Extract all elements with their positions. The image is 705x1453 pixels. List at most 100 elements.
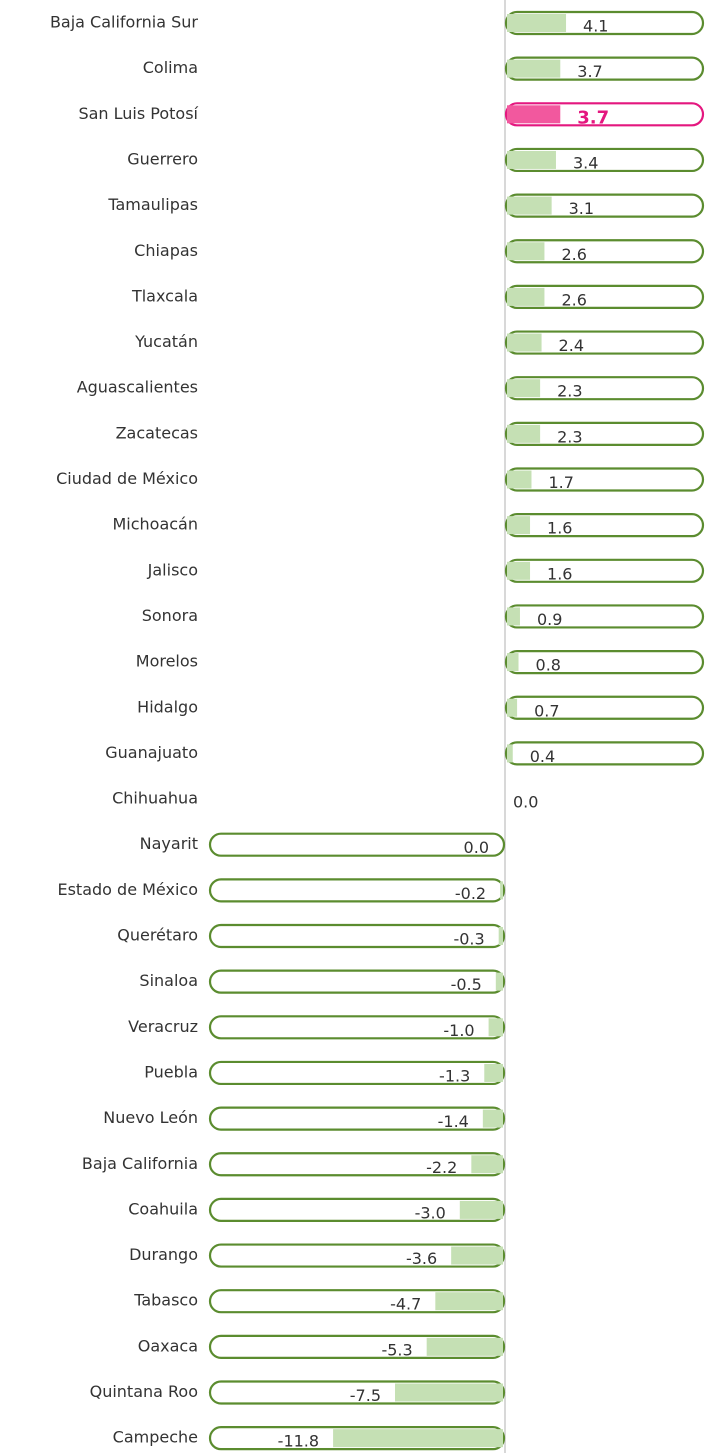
bar-track xyxy=(504,239,705,264)
value-label: -1.4 xyxy=(438,1112,469,1131)
bar-track xyxy=(504,10,705,36)
category-label: Tabasco xyxy=(133,1291,198,1310)
category-label: Michoacán xyxy=(112,515,198,534)
bar-track xyxy=(504,513,705,538)
value-label: 3.7 xyxy=(577,107,609,128)
bar-track xyxy=(504,421,705,446)
category-label: Yucatán xyxy=(134,332,198,351)
bar xyxy=(507,516,531,535)
bar xyxy=(507,105,561,124)
value-label: 2.3 xyxy=(557,427,582,446)
bar-track xyxy=(208,1015,506,1040)
category-label: Aguascalientes xyxy=(77,378,198,397)
value-label: -3.0 xyxy=(415,1203,446,1222)
bar-track xyxy=(208,923,506,949)
value-label: -7.5 xyxy=(350,1386,381,1405)
bar-track xyxy=(504,102,705,127)
bar xyxy=(395,1383,503,1402)
bar xyxy=(507,698,518,717)
bar-track xyxy=(208,969,506,994)
category-label: Durango xyxy=(129,1245,198,1264)
category-label: Nayarit xyxy=(140,834,198,853)
category-label: Tamaulipas xyxy=(107,195,198,214)
bar xyxy=(507,242,545,261)
value-label: 3.4 xyxy=(573,153,598,172)
value-label: 2.3 xyxy=(557,382,582,401)
bar-track xyxy=(208,1334,506,1359)
category-label: Estado de México xyxy=(57,880,198,899)
bar xyxy=(507,470,532,489)
bar-track xyxy=(504,604,705,629)
bar xyxy=(507,744,513,763)
bar-track xyxy=(504,695,705,720)
value-label: 1.7 xyxy=(548,473,573,492)
bar-track xyxy=(208,1197,506,1223)
bar xyxy=(498,927,503,945)
bar xyxy=(507,196,552,215)
value-label: 2.4 xyxy=(559,336,584,355)
bar xyxy=(482,1109,503,1128)
category-label: Zacatecas xyxy=(116,423,198,442)
bar xyxy=(495,972,503,991)
bar xyxy=(333,1429,503,1448)
category-label: Coahuila xyxy=(128,1199,198,1218)
bar-track xyxy=(208,1106,506,1131)
category-label: Quintana Roo xyxy=(90,1382,198,1401)
value-label: -4.7 xyxy=(390,1295,421,1314)
bar-track xyxy=(504,467,705,492)
value-label: 0.7 xyxy=(534,701,559,720)
bar xyxy=(507,424,541,443)
value-label: -0.2 xyxy=(455,884,486,903)
bar-track xyxy=(504,558,705,583)
category-label: Chiapas xyxy=(134,241,198,260)
bar-track xyxy=(208,1152,506,1177)
bar xyxy=(500,881,503,900)
bar-track xyxy=(208,878,506,903)
bar xyxy=(507,607,520,626)
value-label: -1.0 xyxy=(443,1021,474,1040)
category-label: San Luis Potosí xyxy=(78,104,198,123)
bar xyxy=(488,1018,503,1037)
value-label: -3.6 xyxy=(406,1249,437,1268)
bar-track xyxy=(504,649,705,675)
category-label: Guerrero xyxy=(127,149,198,168)
bar xyxy=(507,59,561,78)
bar xyxy=(451,1246,503,1265)
bar xyxy=(507,653,519,672)
bar xyxy=(507,333,542,352)
bar-track xyxy=(504,376,705,401)
bar xyxy=(484,1063,503,1082)
bar-track xyxy=(504,330,705,355)
category-label: Colima xyxy=(143,58,198,77)
bar xyxy=(471,1155,503,1174)
value-label: 0.0 xyxy=(464,838,489,857)
value-label: -5.3 xyxy=(381,1340,412,1359)
value-label: 2.6 xyxy=(561,290,586,309)
value-label: 2.6 xyxy=(561,245,586,264)
bar-track xyxy=(504,147,705,173)
value-label: -0.5 xyxy=(451,975,482,994)
value-label: 0.8 xyxy=(536,656,561,675)
value-label: -0.3 xyxy=(453,930,484,949)
bar xyxy=(459,1200,503,1219)
category-label: Sonora xyxy=(142,606,198,625)
category-label: Ciudad de México xyxy=(56,469,198,488)
category-label: Jalisco xyxy=(147,560,198,579)
category-label: Veracruz xyxy=(128,1017,198,1036)
value-label: 0.0 xyxy=(513,793,538,812)
bar-track xyxy=(208,1243,506,1268)
category-label: Baja California xyxy=(82,1154,198,1173)
value-label: 0.4 xyxy=(530,747,555,766)
bar-track xyxy=(504,741,705,766)
category-label: Oaxaca xyxy=(138,1336,198,1355)
bar-track xyxy=(504,56,705,81)
bar-track xyxy=(504,284,705,309)
bar xyxy=(435,1292,503,1311)
category-label: Guanajuato xyxy=(105,743,198,762)
category-label: Querétaro xyxy=(117,926,198,945)
category-label: Morelos xyxy=(136,652,198,671)
value-label: -2.2 xyxy=(426,1158,457,1177)
category-label: Campeche xyxy=(113,1428,198,1447)
bar xyxy=(426,1337,503,1356)
